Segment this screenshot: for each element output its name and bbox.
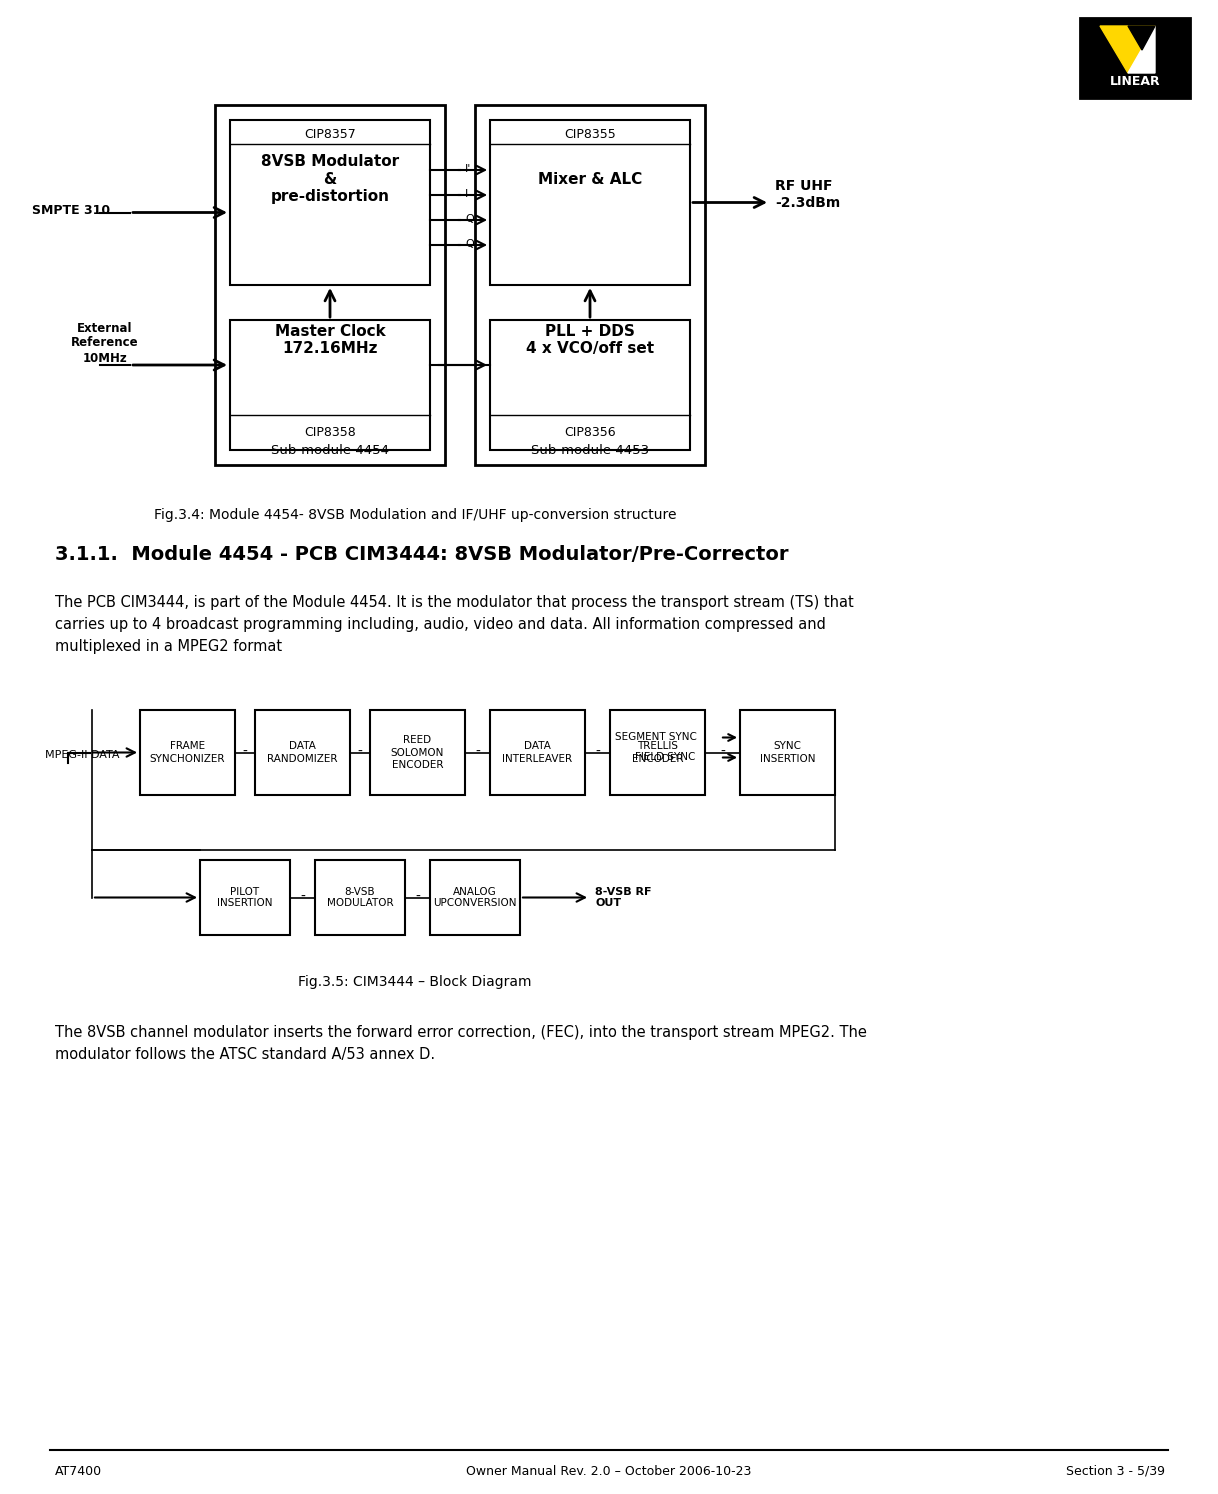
FancyBboxPatch shape: [230, 320, 430, 450]
FancyBboxPatch shape: [490, 710, 585, 795]
Text: I: I: [465, 190, 468, 199]
FancyBboxPatch shape: [315, 861, 406, 935]
FancyBboxPatch shape: [741, 710, 836, 795]
FancyBboxPatch shape: [610, 710, 705, 795]
Text: -: -: [300, 889, 304, 904]
Text: Master Clock
172.16MHz: Master Clock 172.16MHz: [274, 324, 385, 356]
FancyBboxPatch shape: [490, 120, 691, 285]
Text: Q': Q': [465, 239, 477, 249]
Polygon shape: [1100, 25, 1155, 73]
Text: TRELLIS
ENCODER: TRELLIS ENCODER: [632, 741, 683, 763]
Text: 8-VSB RF
OUT: 8-VSB RF OUT: [596, 887, 652, 908]
FancyBboxPatch shape: [370, 710, 465, 795]
Text: Mixer & ALC: Mixer & ALC: [538, 172, 642, 187]
Text: -: -: [475, 744, 480, 759]
Text: -: -: [242, 744, 247, 759]
Text: Section 3 - 5/39: Section 3 - 5/39: [1066, 1466, 1164, 1478]
Text: 3.1.1.  Module 4454 - PCB CIM3444: 8VSB Modulator/Pre-Corrector: 3.1.1. Module 4454 - PCB CIM3444: 8VSB M…: [55, 545, 788, 565]
Text: Sub-module 4453: Sub-module 4453: [531, 445, 649, 457]
Text: 8VSB Modulator
&
pre-distortion: 8VSB Modulator & pre-distortion: [261, 154, 400, 203]
Text: LINEAR: LINEAR: [1110, 75, 1161, 88]
Text: SYNC
INSERTION: SYNC INSERTION: [760, 741, 815, 763]
Text: The PCB CIM3444, is part of the Module 4454. It is the modulator that process th: The PCB CIM3444, is part of the Module 4…: [55, 595, 854, 654]
Text: CIP8357: CIP8357: [304, 127, 356, 140]
Text: Owner Manual Rev. 2.0 – October 2006-10-23: Owner Manual Rev. 2.0 – October 2006-10-…: [466, 1466, 752, 1478]
Text: CIP8356: CIP8356: [564, 426, 616, 439]
Text: FRAME
SYNCHONIZER: FRAME SYNCHONIZER: [150, 741, 225, 763]
Text: RF UHF
-2.3dBm: RF UHF -2.3dBm: [775, 179, 840, 209]
Text: The 8VSB channel modulator inserts the forward error correction, (FEC), into the: The 8VSB channel modulator inserts the f…: [55, 1025, 867, 1062]
Text: MPEG-II DATA: MPEG-II DATA: [45, 750, 119, 759]
Text: FIELD SYNC: FIELD SYNC: [635, 753, 695, 762]
Text: Fig.3.5: CIM3444 – Block Diagram: Fig.3.5: CIM3444 – Block Diagram: [298, 976, 532, 989]
FancyBboxPatch shape: [475, 105, 705, 465]
Text: External
Reference
10MHz: External Reference 10MHz: [71, 321, 139, 365]
Text: -: -: [415, 889, 420, 904]
Text: REED
SOLOMON
ENCODER: REED SOLOMON ENCODER: [391, 735, 445, 769]
Text: -: -: [720, 744, 725, 759]
Text: Q: Q: [465, 214, 474, 224]
Text: 8-VSB
MODULATOR: 8-VSB MODULATOR: [326, 887, 393, 908]
Text: PILOT
INSERTION: PILOT INSERTION: [217, 887, 273, 908]
FancyBboxPatch shape: [255, 710, 350, 795]
FancyBboxPatch shape: [1080, 18, 1190, 99]
FancyBboxPatch shape: [430, 861, 520, 935]
FancyBboxPatch shape: [230, 120, 430, 285]
Text: CIP8358: CIP8358: [304, 426, 356, 439]
Text: DATA
RANDOMIZER: DATA RANDOMIZER: [267, 741, 337, 763]
Text: -: -: [358, 744, 363, 759]
FancyBboxPatch shape: [490, 320, 691, 450]
Polygon shape: [1128, 25, 1155, 49]
Text: ANALOG
UPCONVERSION: ANALOG UPCONVERSION: [434, 887, 516, 908]
Text: DATA
INTERLEAVER: DATA INTERLEAVER: [503, 741, 572, 763]
FancyBboxPatch shape: [216, 105, 445, 465]
FancyBboxPatch shape: [200, 861, 290, 935]
Text: I': I': [465, 164, 471, 173]
Text: SMPTE 310: SMPTE 310: [32, 205, 110, 217]
Text: CIP8355: CIP8355: [564, 127, 616, 140]
Text: Sub-module 4454: Sub-module 4454: [270, 445, 389, 457]
Polygon shape: [1128, 25, 1155, 73]
Text: AT7400: AT7400: [55, 1466, 102, 1478]
FancyBboxPatch shape: [140, 710, 235, 795]
Text: PLL + DDS
4 x VCO/off set: PLL + DDS 4 x VCO/off set: [526, 324, 654, 356]
Text: SEGMENT SYNC: SEGMENT SYNC: [615, 732, 697, 743]
Text: Fig.3.4: Module 4454- 8VSB Modulation and IF/UHF up-conversion structure: Fig.3.4: Module 4454- 8VSB Modulation an…: [153, 508, 676, 521]
Text: -: -: [596, 744, 600, 759]
